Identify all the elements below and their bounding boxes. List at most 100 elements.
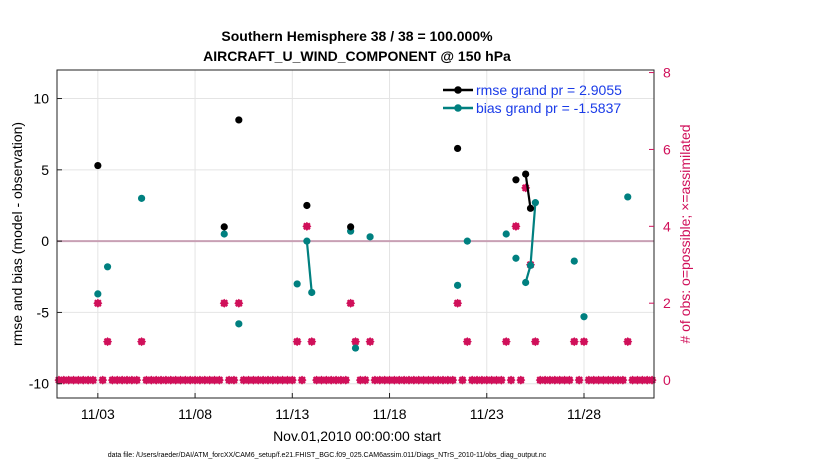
bias-point [103,263,112,271]
obs-count-marker-cross [531,337,540,346]
obs-count-marker-cross [298,376,306,384]
rmse-point [453,144,462,153]
y-right-tick-label: 4 [663,218,671,234]
y-left-tick-label: 5 [41,162,49,178]
obs-count-marker-cross [132,376,141,384]
obs-count-marker-cross [575,376,583,384]
plot-content [54,116,657,385]
obs-count-marker-cross [507,376,515,384]
obs-count-marker-cross [351,337,360,346]
obs-count-marker-cross [235,299,243,307]
bias-point [580,313,588,321]
x-axis-label: Nov.01,2010 00:00:00 start [273,428,441,444]
x-tick-label: 11/18 [373,406,407,422]
rmse-point [94,161,102,170]
obs-count-marker-cross [458,376,467,384]
obs-count-marker-cross [89,376,97,384]
rmse-point [303,201,311,210]
obs-count-marker-cross [517,376,525,384]
y-right-tick-label: 8 [663,65,671,81]
rmse-point [522,170,530,178]
obs-count-marker-cross [346,299,355,307]
bias-point [624,193,632,201]
bias-point [453,281,462,289]
obs-count-marker-cross [220,299,229,307]
x-tick-label: 11/23 [470,406,504,422]
obs-count-marker-cross [512,222,520,231]
legend-bias-marker [454,104,462,112]
y-axis-left: -10 -5 0 5 10 [29,91,62,392]
obs-count-marker-cross [293,337,301,346]
obs-count-marker-cross [453,299,462,307]
y-right-tick-label: 0 [663,372,671,388]
plot-frame [56,69,655,399]
legend-bias-label: bias grand pr = -1.5837 [476,100,621,116]
bias-point [94,290,102,298]
obs-count-marker-cross [94,299,102,307]
obs-count-marker-cross [361,376,370,384]
rmse-point [347,223,355,231]
obs-count-marker-cross [565,376,574,384]
x-axis: 11/03 11/08 11/13 11/18 11/23 11/28 [81,393,601,422]
chart-title-line1: Southern Hemisphere 38 / 38 = 100.000% [221,28,493,44]
x-tick-label: 11/08 [178,406,212,422]
obs-count-marker-cross [103,337,112,346]
obs-count-marker-cross [623,337,632,346]
obs-count-marker-cross [215,376,224,384]
obs-count-marker-cross [366,337,374,346]
y-left-tick-label: -5 [37,304,50,320]
obs-count-marker-cross [288,376,297,384]
obs-count-marker-cross [502,337,510,346]
rmse-point [512,176,520,184]
bias-point [512,254,520,262]
x-tick-label: 11/03 [81,406,115,422]
bias-point [531,199,539,207]
obs-count-marker-cross [497,376,506,384]
bias-point [522,278,530,287]
obs-count-marker-cross [580,337,588,346]
bias-line-segment [305,241,313,293]
bias-point [526,261,535,269]
obs-count-marker-cross [230,376,238,384]
y-axis-right: 0 2 4 6 8 [649,65,671,388]
y-axis-left-label: rmse and bias (model - observation) [9,122,25,346]
x-tick-label: 11/13 [275,406,309,422]
chart-title-line2: AIRCRAFT_U_WIND_COMPONENT @ 150 hPa [203,48,511,64]
bias-point [502,230,510,238]
bias-point [366,233,374,241]
y-left-tick-label: 0 [41,233,49,249]
obs-count-marker-cross [341,376,350,384]
bias-point [463,237,471,245]
x-tick-label: 11/28 [567,406,601,422]
bias-point [137,194,146,202]
rmse-point [235,116,243,124]
obs-count-marker-cross [98,376,107,384]
bias-point [235,320,243,328]
legend-rmse-marker [454,86,462,94]
obs-count-marker-cross [619,376,627,384]
rmse-point [526,204,535,212]
data-file-footer: data file: /Users/raeder/DAI/ATM_forcXX/… [108,452,547,459]
legend: rmse grand pr = 2.9055 bias grand pr = -… [443,82,622,116]
bias-point [308,288,316,297]
legend-rmse-label: rmse grand pr = 2.9055 [476,82,622,98]
obs-count-marker-cross [303,222,311,231]
obs-count-marker-cross [307,337,316,346]
bias-point [303,237,311,245]
y-left-tick-label: 10 [33,91,49,107]
bias-point [220,230,228,238]
rmse-line-segment [524,173,532,209]
y-right-tick-label: 2 [663,295,671,311]
obs-count-marker-cross [137,337,146,346]
y-axis-right-label: # of obs: o=possible; ×=assimilated [677,124,693,343]
obs-count-marker-cross [570,337,579,346]
rmse-point [220,223,228,231]
bias-point [570,257,578,265]
obs-count-marker-cross [448,376,457,384]
bias-point [351,344,360,352]
y-right-tick-label: 6 [663,141,671,157]
y-left-tick-label: -10 [29,376,49,392]
bias-point [293,280,301,288]
